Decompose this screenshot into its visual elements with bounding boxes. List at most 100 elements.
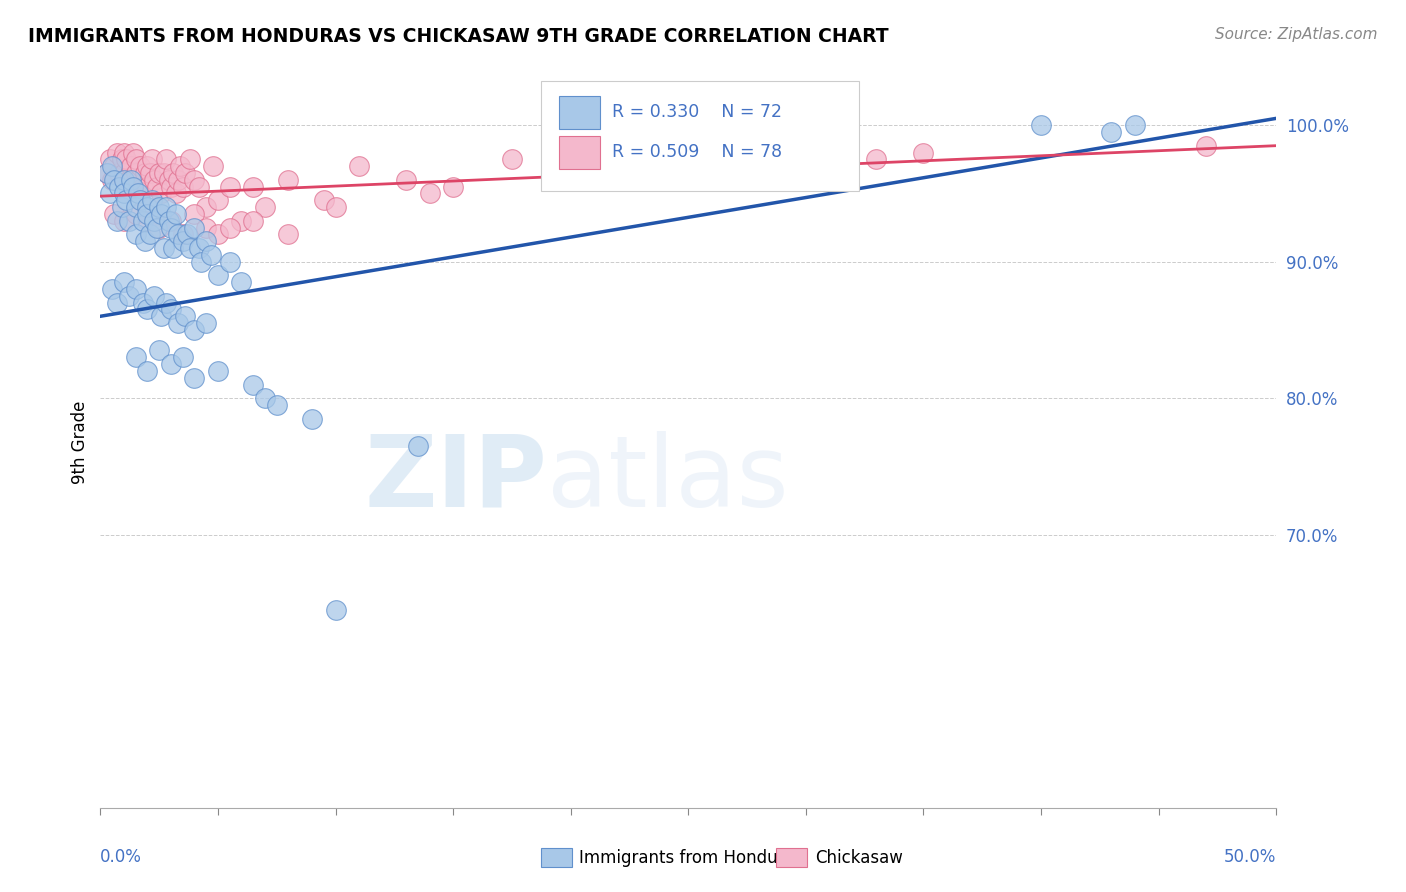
Point [419, 186, 441, 201]
Point [395, 173, 418, 187]
Point [176, 227, 198, 242]
Point [165, 186, 187, 201]
Point [207, 227, 229, 242]
Point [117, 173, 139, 187]
Point [98, 153, 121, 167]
Point [160, 179, 183, 194]
Point [188, 179, 211, 194]
Point [162, 241, 184, 255]
Point [129, 159, 152, 173]
Point [110, 153, 132, 167]
Point [654, 159, 676, 173]
Point [112, 173, 135, 187]
Point [150, 207, 173, 221]
Point [127, 186, 149, 201]
Point [153, 166, 176, 180]
Point [98, 186, 121, 201]
Point [112, 186, 135, 201]
Point [242, 377, 264, 392]
Point [103, 207, 125, 221]
Point [1101, 125, 1123, 139]
Point [157, 173, 180, 187]
Point [110, 200, 132, 214]
Point [141, 153, 163, 167]
Point [160, 302, 183, 317]
Point [167, 316, 190, 330]
Point [167, 227, 190, 242]
Point [155, 200, 177, 214]
Point [153, 241, 176, 255]
Point [124, 200, 146, 214]
Point [155, 153, 177, 167]
Point [112, 145, 135, 160]
Point [218, 254, 240, 268]
Text: 50.0%: 50.0% [1223, 847, 1277, 866]
Point [162, 166, 184, 180]
Point [195, 220, 218, 235]
Point [122, 145, 145, 160]
Point [242, 179, 264, 194]
Point [101, 173, 124, 187]
Point [231, 213, 253, 227]
Point [131, 179, 153, 194]
Point [160, 357, 183, 371]
Point [253, 391, 276, 405]
Point [120, 159, 142, 173]
Text: IMMIGRANTS FROM HONDURAS VS CHICKASAW 9TH GRADE CORRELATION CHART: IMMIGRANTS FROM HONDURAS VS CHICKASAW 9T… [28, 27, 889, 45]
Point [253, 200, 276, 214]
Text: atlas: atlas [547, 431, 789, 527]
Point [183, 220, 205, 235]
Point [865, 153, 887, 167]
Point [1123, 118, 1146, 132]
Point [115, 153, 138, 167]
Point [134, 234, 156, 248]
Point [148, 343, 170, 358]
Point [120, 173, 142, 187]
Text: R = 0.330    N = 72: R = 0.330 N = 72 [612, 103, 782, 120]
Point [138, 166, 160, 180]
Point [172, 227, 194, 242]
Point [1029, 118, 1052, 132]
Point [207, 194, 229, 208]
Point [136, 364, 159, 378]
Point [325, 200, 347, 214]
Point [183, 323, 205, 337]
Text: Chickasaw: Chickasaw [815, 848, 903, 866]
Point [112, 166, 135, 180]
Point [202, 159, 225, 173]
Point [96, 166, 118, 180]
Point [105, 295, 128, 310]
Point [183, 370, 205, 384]
Point [136, 207, 159, 221]
Text: Immigrants from Honduras: Immigrants from Honduras [579, 848, 804, 866]
Point [124, 227, 146, 242]
Point [148, 220, 170, 235]
Point [157, 213, 180, 227]
Point [146, 179, 169, 194]
Point [138, 227, 160, 242]
Point [124, 282, 146, 296]
Point [218, 220, 240, 235]
Bar [560, 136, 600, 169]
Point [108, 179, 131, 194]
Point [179, 241, 201, 255]
Point [115, 194, 138, 208]
Text: 0.0%: 0.0% [100, 847, 142, 866]
Text: R = 0.509    N = 78: R = 0.509 N = 78 [612, 143, 782, 161]
Point [794, 145, 817, 160]
Point [606, 153, 628, 167]
Point [112, 213, 135, 227]
Point [190, 254, 212, 268]
Point [724, 153, 747, 167]
Point [148, 166, 170, 180]
Point [103, 173, 125, 187]
Point [347, 159, 370, 173]
Bar [560, 95, 600, 128]
Point [200, 248, 222, 262]
FancyBboxPatch shape [541, 81, 859, 191]
Point [136, 213, 159, 227]
Point [172, 350, 194, 364]
Point [172, 234, 194, 248]
Point [207, 364, 229, 378]
Point [124, 166, 146, 180]
